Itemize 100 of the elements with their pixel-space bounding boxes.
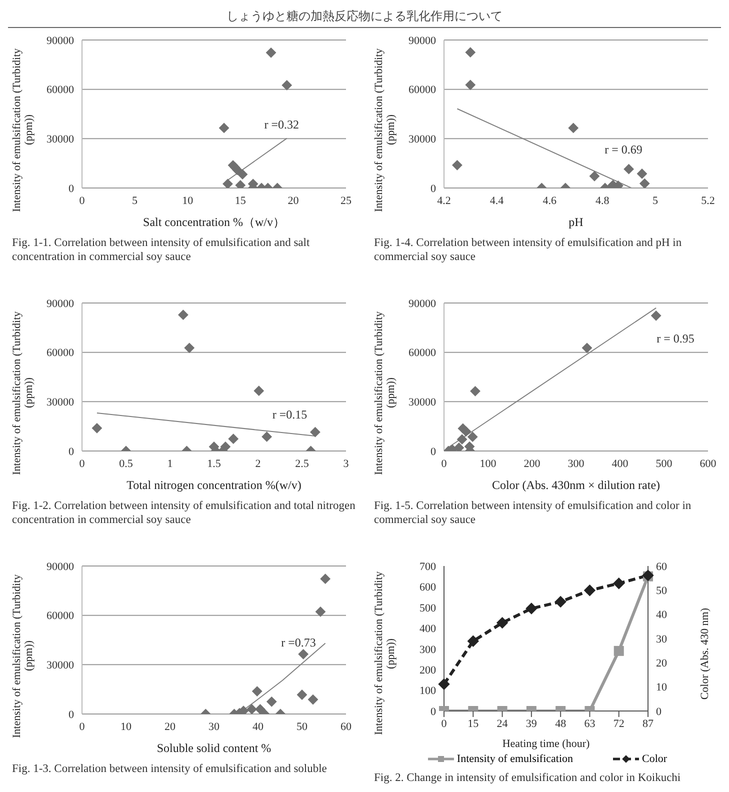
y-tick-label: 90000	[46, 34, 74, 47]
text: Fig. 2. Change in intensity of emulsification and color in Koikuchi	[373, 771, 682, 785]
y-tick-label: 500	[420, 602, 436, 614]
y-axis-title: Intensity of emulsification (Turbidity (ppm))	[11, 47, 35, 214]
annotation: r =0.73	[281, 635, 316, 650]
y-tick-label: 90000	[408, 34, 436, 47]
y2-tick-label: 40	[656, 609, 668, 622]
x-tick-label: 300	[568, 458, 585, 470]
x-axis-title: Soluble solid content %	[156, 741, 272, 755]
y-tick-label: 0	[68, 446, 74, 458]
text: Fig. 1-2. Correlation between intensity of emulsification and total nitrogen concentration in commercial soy sauce	[11, 499, 356, 527]
x-tick-label: 60	[340, 720, 352, 733]
y-tick-label: 90000	[408, 298, 436, 310]
x-axis-title: Total nitrogen concentration %(w/v)	[126, 478, 302, 492]
x-tick-label: 0	[79, 720, 86, 733]
x-tick-label: 400	[612, 458, 629, 470]
y-tick-label: 60000	[46, 347, 74, 360]
x-tick-label: 4.2	[437, 194, 451, 207]
y2-tick-label: 20	[656, 658, 668, 670]
y-tick-label: 0	[430, 446, 436, 458]
y-tick-label: 30000	[408, 396, 436, 409]
x-tick-label: 0	[79, 458, 86, 470]
y-tick-label: 60000	[46, 610, 74, 622]
x-tick-label: 50	[296, 720, 308, 733]
x-tick-label: 4.6	[542, 194, 557, 207]
text: Fig. 1-5. Correlation between intensity of emulsification and color in commercial soy sauce	[373, 499, 692, 527]
x-tick-label: 15	[468, 718, 480, 730]
x-tick-label: 2.5	[295, 458, 310, 470]
y-axis-title: Intensity of emulsification (Turbidity (ppm))	[11, 573, 35, 740]
x-tick-label: 40	[252, 720, 264, 733]
y-axis-title: Intensity of emulsification (Turbidity (ppm))	[373, 570, 397, 738]
y-tick-label: 300	[420, 644, 436, 656]
y-tick-label: 60000	[408, 347, 436, 360]
y-tick-label: 60000	[408, 84, 436, 96]
x-tick-label: 72	[613, 718, 624, 730]
x-tick-label: 15	[234, 194, 246, 207]
x-tick-label: 4.8	[596, 194, 610, 207]
y-tick-label: 30000	[46, 134, 74, 146]
x-tick-label: 5.2	[701, 194, 715, 207]
text: Fig. 1-3. Correlation between intensity of emulsification and soluble	[11, 762, 328, 776]
x-tick-label: 87	[642, 718, 654, 730]
y-axis-title: Intensity of emulsification (Turbidity (ppm))	[373, 47, 397, 214]
text: Fig. 1-1. Correlation between intensity of emulsification and salt concentration in commercial soy sauce	[11, 236, 311, 264]
x-tick-label: 20	[288, 194, 300, 207]
x-tick-label: 10	[182, 194, 194, 207]
x-tick-label: 39	[526, 718, 538, 730]
y-tick-label: 0	[68, 708, 74, 721]
x-tick-label: 4.4	[490, 194, 504, 207]
y-tick-label: 30000	[408, 134, 436, 146]
x-tick-label: 20	[164, 720, 176, 733]
x-tick-label: 5	[132, 194, 138, 207]
y-axis-title: Intensity of emulsification (Turbidity (ppm))	[11, 310, 35, 477]
y-tick-label: 600	[420, 582, 436, 594]
text: Fig. 1-4. Correlation between intensity of emulsification and pH in commercial soy sauce	[373, 236, 683, 264]
y-axis-title: Intensity of emulsification (Turbidity (ppm))	[373, 310, 397, 477]
y-tick-label: 90000	[46, 560, 74, 573]
y-tick-label: 200	[420, 664, 436, 676]
y2-tick-label: 60	[656, 560, 668, 573]
y2-tick-label: 0	[656, 706, 662, 718]
y-tick-label: 90000	[46, 298, 74, 310]
x-tick-label: 1	[167, 458, 173, 470]
y-tick-label: 30000	[46, 396, 74, 409]
y2-tick-label: 30	[656, 633, 668, 646]
x-tick-label: 100	[480, 458, 497, 470]
annotation: r =0.32	[264, 117, 299, 132]
x-tick-label: 200	[524, 458, 541, 470]
legend-label: Color	[642, 753, 668, 765]
x-tick-label: 48	[555, 718, 567, 730]
y-tick-label: 400	[420, 623, 436, 636]
x-tick-label: 2	[255, 458, 261, 470]
x-axis-title: Heating time (hour)	[502, 738, 590, 750]
legend-label: Intensity of emulsification	[456, 753, 574, 765]
x-tick-label: 63	[584, 718, 596, 730]
y2-tick-label: 50	[656, 585, 668, 598]
y-tick-label: 700	[420, 560, 436, 573]
x-tick-label: 10	[120, 720, 132, 733]
x-tick-label: 30	[208, 720, 220, 733]
y-tick-label: 0	[430, 706, 436, 718]
x-tick-label: 24	[496, 718, 508, 730]
x-tick-label: 5	[652, 194, 658, 207]
x-tick-label: 3	[343, 458, 350, 470]
x-tick-label: 1.5	[207, 458, 222, 470]
annotation: r = 0.69	[604, 142, 642, 158]
x-tick-label: 0	[441, 718, 448, 730]
x-axis-title: Color (Abs. 430nm × dilution rate)	[492, 478, 660, 492]
y-tick-label: 30000	[46, 660, 74, 672]
y2-axis-title: Color (Abs. 430 nm)	[699, 608, 711, 700]
x-tick-label: 0	[441, 458, 448, 470]
x-tick-label: 0	[79, 194, 86, 207]
y-tick-label: 60000	[46, 84, 74, 96]
x-tick-label: 25	[340, 194, 352, 207]
x-tick-label: 600	[700, 458, 717, 470]
x-axis-title: Salt concentration %（w/v）	[143, 215, 285, 229]
annotation: r =0.15	[272, 407, 308, 422]
y-tick-label: 100	[420, 685, 436, 698]
x-axis-title: pH	[568, 215, 584, 229]
annotation: r = 0.95	[656, 331, 694, 346]
y2-tick-label: 10	[656, 682, 668, 694]
y-tick-label: 0	[68, 182, 74, 195]
x-tick-label: 0.5	[119, 458, 134, 470]
